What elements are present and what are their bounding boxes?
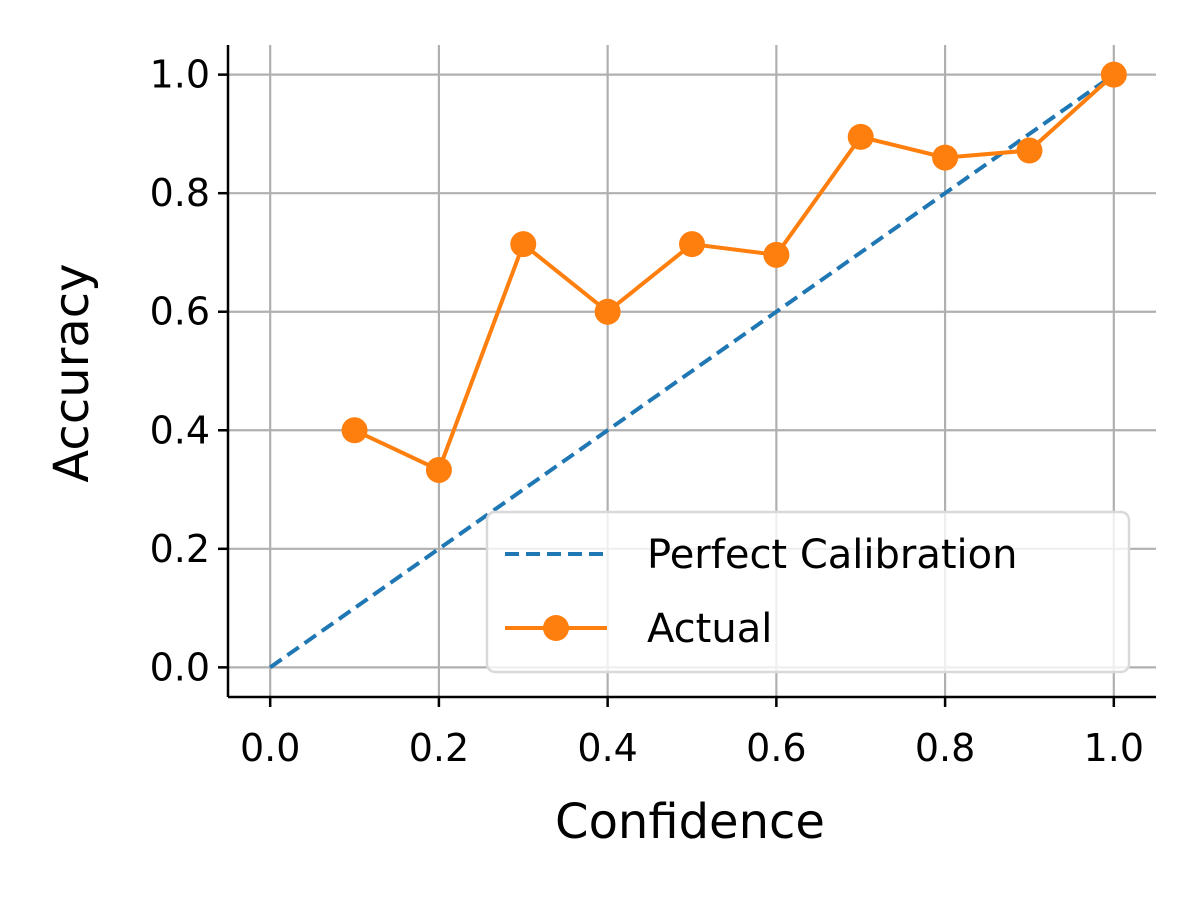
series-layer [269,61,1127,670]
actual-data-point [594,298,621,325]
actual-data-point [1016,137,1043,164]
legend-label: Actual [647,606,772,652]
y-tick-label: 0.4 [150,408,210,452]
x-tick-label: 0.6 [746,726,806,770]
legend: Perfect Calibration Actual [485,510,1131,674]
legend-marker-actual [543,615,569,641]
actual-data-point [510,231,537,258]
actual-data-point [341,417,368,444]
y-axis-title: Accuracy [44,263,100,482]
series-line-actual [353,73,1116,473]
actual-data-point [679,231,705,258]
actual-data-point [1100,61,1127,88]
x-axis-title: Confidence [555,794,825,850]
actual-data-point [932,144,959,171]
grid-layer [228,45,1156,697]
x-tick-label: 1.0 [1084,726,1144,770]
axes-layer: 0.0 0.2 0.4 0.6 0.8 1.0 0.0 0.2 0.4 0.6 0.8 1.0 [150,45,1156,770]
x-tick-label: 0.8 [915,726,975,770]
y-tick-label: 0.8 [150,171,210,215]
x-tick-label: 0.0 [240,726,300,770]
legend-label: Perfect Calibration [647,532,1017,578]
x-tick-label: 0.4 [577,726,637,770]
y-tick-label: 0.2 [150,527,210,571]
legend-box [485,510,1131,674]
actual-data-point [425,456,452,483]
x-tick-label: 0.2 [409,726,469,770]
y-tick-label: 0.6 [150,290,210,334]
series-line-perfect-calibration [269,72,1115,670]
actual-data-point [763,241,790,268]
y-tick-label: 0.0 [150,645,210,689]
actual-data-point [847,123,874,150]
y-tick-label: 1.0 [150,53,210,97]
